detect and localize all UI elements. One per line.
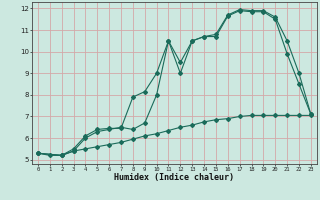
X-axis label: Humidex (Indice chaleur): Humidex (Indice chaleur) — [115, 173, 234, 182]
